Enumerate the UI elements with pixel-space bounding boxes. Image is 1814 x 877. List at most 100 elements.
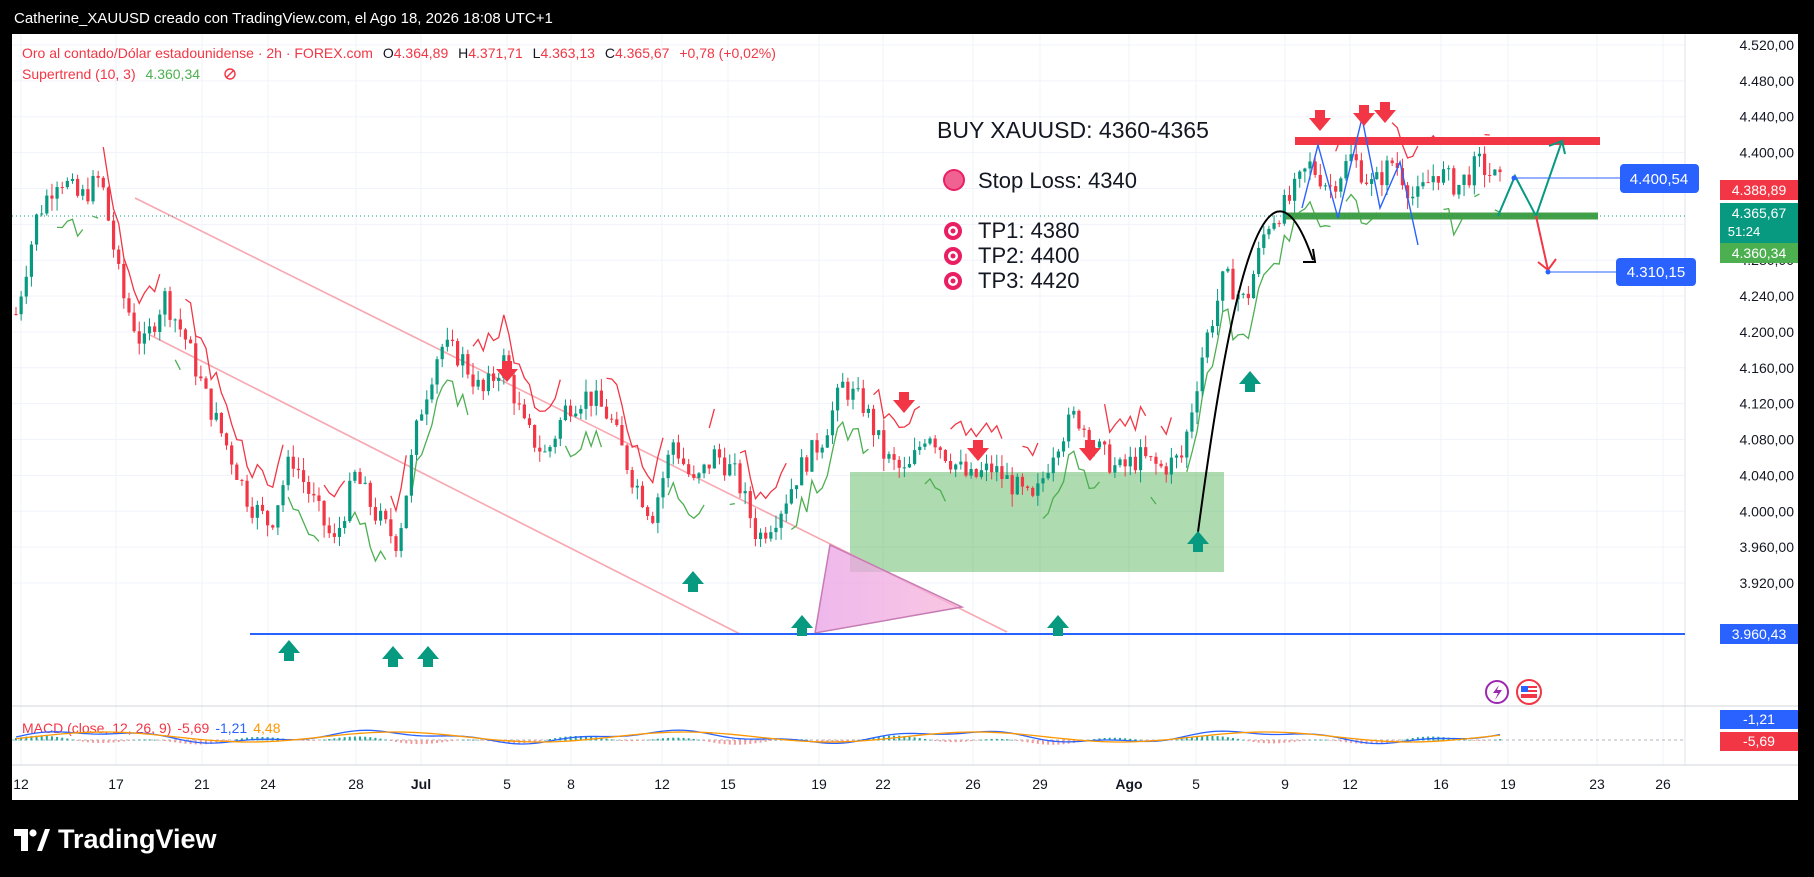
macd-histogram-bar [466,739,469,741]
macd-histogram-bar [1252,740,1255,742]
macd-histogram-bar [1129,738,1132,741]
downtrend-line-lower[interactable] [149,334,741,635]
candle-body [255,504,259,518]
macd-histogram-bar [1226,737,1229,741]
macd-tag-2[interactable]: -5,69 [1720,732,1798,751]
supertrend-segment [873,388,921,429]
candle-body [512,375,516,404]
candle-body [671,442,675,455]
macd-tag-1[interactable]: -1,21 [1720,710,1798,729]
time-tick-label: 22 [875,776,891,792]
candle-body [640,485,645,508]
candle-body [820,447,824,453]
macd-histogram-bar [831,740,834,743]
macd-histogram-bar [230,740,233,741]
macd-histogram-bar [61,737,64,741]
candle-body [291,456,295,469]
target2-tag[interactable]: 4.310,15 [1616,258,1696,286]
candle-body [1488,174,1492,176]
projection-bearish[interactable] [1535,215,1549,271]
candle-body [1221,271,1225,301]
supertrend-segment [1103,404,1147,434]
macd-histogram-bar [692,738,695,741]
buy-signal-arrow [1047,615,1069,636]
supertrend-segment [1443,207,1465,237]
macd-histogram-bar [117,740,120,742]
time-tick-label: 15 [720,776,736,792]
candle-body [645,507,650,516]
macd-histogram-bar [204,740,207,745]
sell-signal-arrow [1374,102,1396,123]
candle-body [902,467,906,469]
support-tag[interactable]: 3.960,43 [1720,624,1798,644]
macd-histogram-bar [964,740,967,742]
macd-histogram-bar [400,740,403,743]
hide-indicator-icon[interactable] [224,68,236,80]
tradingview-logo[interactable]: TradingView [14,824,217,855]
macd-histogram-bar [1237,738,1240,741]
candle-body [748,491,752,519]
candle-body [697,473,701,478]
macd-histogram-bar [759,740,762,743]
macd-histogram-bar [461,739,464,741]
target1-tag[interactable]: 4.400,54 [1620,164,1699,193]
tp3-text: TP3: 4420 [978,268,1080,293]
macd-histogram-bar [677,737,680,741]
price-tick-label: 3.960,00 [1740,539,1795,555]
candle-body [204,378,208,389]
triangle-pattern[interactable] [814,543,965,634]
svg-text:Oro al contado/Dólar estadouni: Oro al contado/Dólar estadounidense · 2h… [22,45,776,61]
candle-body [933,438,937,448]
macd-histogram-bar [436,740,439,743]
macd-histogram-bar [420,740,423,745]
macd-histogram-bar [1108,737,1111,741]
macd-histogram-bar [923,738,926,741]
candle-body [574,413,578,417]
candle-body [661,478,665,498]
candle-body [1318,174,1322,187]
candle-body [897,459,901,468]
supertrend-segment [390,455,407,514]
macd-histogram-bar [40,735,43,741]
candle-body [142,333,146,344]
macd-histogram-bar [821,740,824,742]
candle-body [1025,486,1030,488]
macd-histogram-bar [584,736,587,741]
price-tag-green[interactable]: 4.365,67 51:24 [1720,203,1798,243]
time-axis[interactable]: 12 17 21 24 28 Jul 5 8 12 15 19 22 26 29 Ago 5 9 12 16 19 23… [13,776,1671,792]
candle-body [368,482,372,507]
macd-histogram-bar [1478,740,1481,741]
macd-histogram-bar [1483,740,1486,741]
candle-body [1339,178,1343,192]
events-icons[interactable] [1485,679,1542,705]
candle-body [425,399,429,415]
candle-body [635,485,639,488]
macd-histogram-bar [816,740,819,742]
candle-body [40,213,44,215]
candle-body [1174,455,1179,458]
candle-body [1354,154,1358,161]
candle-body [825,435,829,448]
candle-body [1293,178,1297,201]
candle-body [1144,447,1148,457]
supertrend-segment [174,359,181,371]
candle-body [106,187,111,221]
impulse-curve[interactable] [1197,210,1314,533]
macd-histogram-bar [749,740,752,744]
svg-text:3.960,43: 3.960,43 [1732,626,1787,642]
candle-body [841,381,845,388]
macd-histogram-bar [697,739,700,741]
candle-body [794,485,799,490]
macd-histogram-bar [667,737,670,741]
macd-histogram-bar [1170,740,1173,741]
price-axis[interactable]: 4.520,004.480,004.440,004.400,004.360,00… [1740,37,1795,591]
price-chart[interactable]: 4.520,004.480,004.440,004.400,004.360,00… [12,34,1798,800]
price-tag-red[interactable]: 4.388,89 [1720,180,1798,200]
sell-signal-arrow [1079,440,1101,461]
candle-body [235,464,239,480]
macd-line [15,729,1501,745]
symbol-legend[interactable]: Oro al contado/Dólar estadounidense · 2h… [22,45,776,82]
candle-body [995,466,999,473]
supertrend-tag[interactable]: 4.360,34 [1720,243,1798,263]
candle-body [296,468,301,471]
